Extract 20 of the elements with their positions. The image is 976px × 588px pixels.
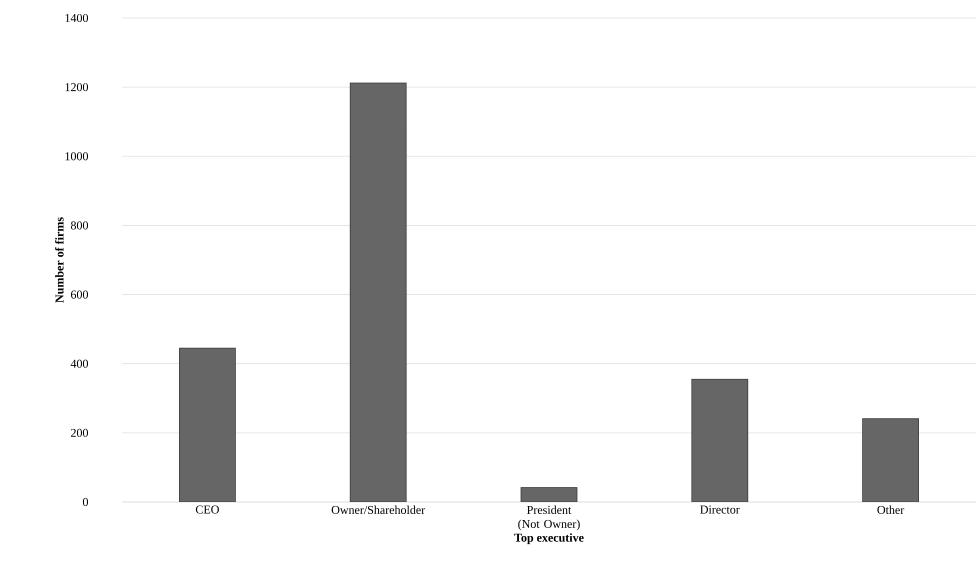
bar bbox=[862, 418, 919, 502]
y-tick-label: 600 bbox=[70, 290, 88, 299]
x-tick-label: Owner/Shareholder bbox=[332, 506, 426, 514]
y-tick-label: 1200 bbox=[66, 83, 88, 92]
x-axis-title: Top executive bbox=[514, 533, 584, 544]
y-tick-label: 1400 bbox=[66, 14, 88, 22]
bar bbox=[350, 82, 407, 502]
y-tick-label: 400 bbox=[70, 360, 88, 368]
y-tick-label: 0 bbox=[82, 498, 88, 506]
bar bbox=[179, 348, 236, 502]
x-tick-label: President (Not Owner) bbox=[518, 506, 580, 530]
y-tick-label: 800 bbox=[70, 221, 88, 230]
bar bbox=[520, 487, 578, 502]
y-tick-label: 1000 bbox=[66, 152, 88, 160]
x-tick-label: Director bbox=[700, 506, 740, 514]
x-tick-label: CEO bbox=[196, 506, 219, 514]
y-tick-label: 200 bbox=[71, 428, 88, 437]
bar bbox=[691, 378, 748, 502]
y-axis-title: Number of firms bbox=[55, 217, 64, 303]
x-tick-label: Other bbox=[877, 506, 904, 514]
